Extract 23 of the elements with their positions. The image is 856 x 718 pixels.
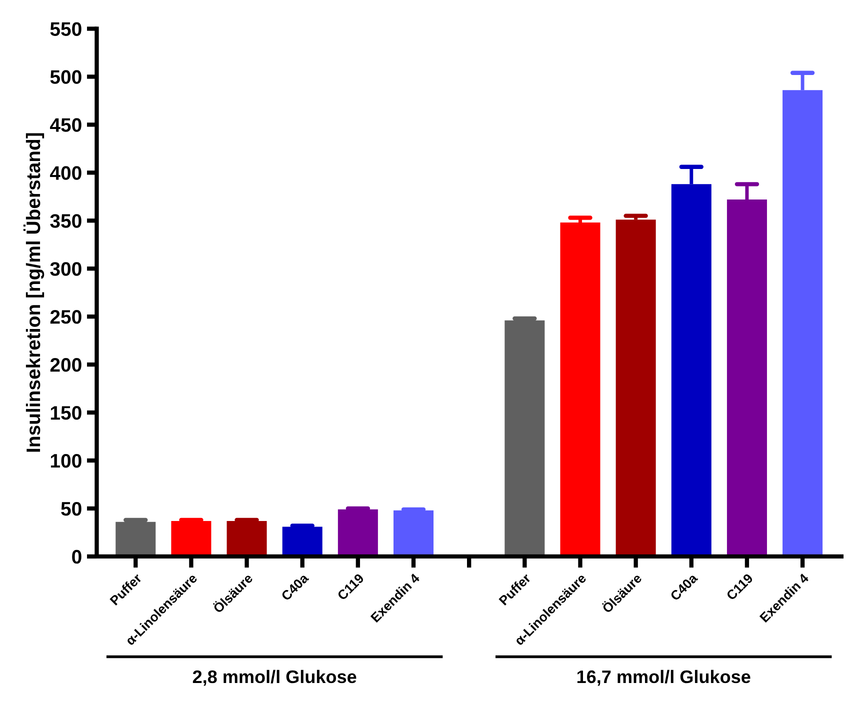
bar [560, 222, 600, 556]
y-tick-label: 200 [50, 358, 82, 372]
bar [504, 320, 545, 556]
text: 2,8 mmol/l Glukose [192, 670, 356, 686]
bar [226, 520, 267, 556]
bar [338, 509, 378, 556]
bar [171, 520, 212, 556]
y-tick-label: 400 [50, 166, 82, 180]
y-tick-label: 100 [50, 454, 82, 468]
text: 16,7 mmol/l Glukose [577, 670, 750, 686]
y-axis-title: Insulinsekretion [ng/ml Überstand] [23, 133, 44, 452]
y-tick-label: 250 [50, 310, 82, 324]
y-tick-label: 150 [50, 406, 82, 420]
bar [282, 526, 322, 556]
y-tick-label: 450 [50, 118, 82, 132]
y-tick-label: 50 [61, 502, 82, 516]
y-tick-label: 0 [72, 550, 82, 564]
bar [394, 510, 434, 556]
y-tick-label: 500 [50, 70, 82, 84]
bar [116, 522, 156, 556]
y-tick-label: 300 [50, 262, 82, 276]
y-tick-label: 550 [50, 22, 82, 36]
y-tick-label: 350 [50, 214, 82, 228]
